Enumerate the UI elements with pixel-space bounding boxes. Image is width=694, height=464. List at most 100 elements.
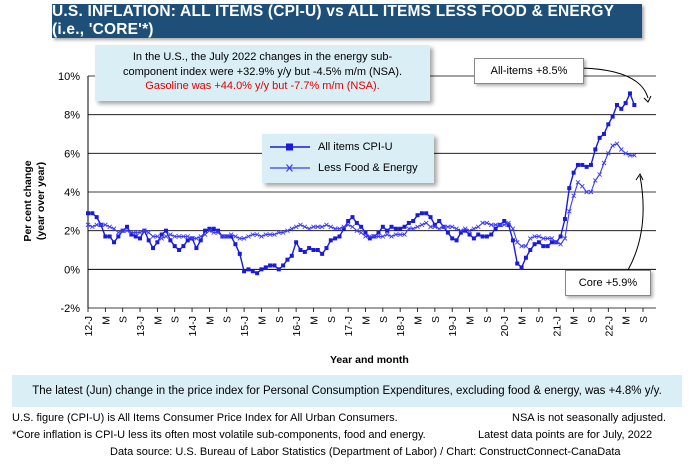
data-point-core — [545, 236, 550, 241]
data-point-core — [527, 236, 533, 241]
data-point-all-items — [125, 224, 130, 229]
footer-line-1-right: NSA is not seasonally adjusted. — [512, 412, 667, 424]
data-point-core — [467, 228, 472, 233]
x-tick-label: M — [517, 316, 529, 325]
chart-title-text: U.S. INFLATION: ALL ITEMS (CPI-U) vs ALL… — [52, 3, 614, 38]
data-point-core — [376, 234, 381, 239]
data-point-all-items — [320, 251, 325, 256]
pce-note-box: The latest (Jun) change in the price ind… — [12, 375, 682, 407]
data-point-all-items — [237, 251, 242, 256]
data-point-core — [384, 232, 390, 237]
data-point-core — [354, 228, 360, 233]
data-point-all-items — [90, 211, 95, 216]
x-tick-label: S — [482, 316, 494, 323]
core-arrow — [627, 175, 644, 271]
x-tick-label: 18-J — [395, 316, 407, 336]
data-point-all-items — [307, 246, 312, 251]
data-point-all-items — [133, 234, 138, 239]
data-point-all-items — [450, 236, 455, 241]
data-point-all-items — [432, 222, 437, 227]
x-tick-label: 14-J — [187, 316, 199, 336]
footer-line-2-left: *Core inflation is CPI-U less its often … — [12, 429, 426, 441]
data-point-all-items — [584, 164, 589, 169]
data-point-all-items — [276, 267, 281, 272]
data-point-core — [293, 224, 299, 230]
data-point-all-items — [389, 224, 394, 229]
data-point-all-items — [246, 267, 251, 272]
x-axis-label: Year and month — [330, 354, 409, 366]
data-point-core — [632, 152, 637, 158]
data-point-core — [129, 230, 134, 235]
grid-layer — [87, 75, 656, 309]
data-point-all-items — [294, 240, 299, 245]
data-point-core — [532, 234, 537, 239]
data-point-all-items — [445, 230, 450, 235]
x-tick-label: M — [308, 316, 320, 325]
x-tick-label: 16-J — [291, 316, 303, 336]
data-point-core — [601, 160, 607, 166]
data-point-core — [523, 243, 529, 249]
data-point-all-items — [454, 238, 459, 243]
data-point-core — [562, 236, 568, 241]
data-point-all-items — [610, 114, 615, 119]
data-point-all-items — [502, 219, 507, 223]
data-point-core — [159, 236, 165, 241]
data-point-all-items — [146, 238, 151, 243]
data-point-all-items — [172, 244, 177, 249]
data-point-core — [107, 224, 112, 230]
data-point-core — [350, 224, 355, 230]
data-point-core — [211, 230, 217, 235]
all-items-arrow — [581, 67, 649, 99]
chart-legend: All items CPI-U Less Food & Energy — [262, 134, 434, 183]
data-point-core — [194, 236, 199, 241]
data-point-all-items — [614, 103, 619, 107]
data-point-all-items — [311, 248, 316, 252]
data-point-core — [289, 226, 295, 232]
data-point-all-items — [632, 103, 637, 107]
data-point-core — [176, 234, 182, 239]
data-point-core — [519, 243, 524, 249]
pce-note-text: The latest (Jun) change in the price ind… — [32, 385, 662, 397]
data-point-core — [363, 234, 368, 239]
data-point-core — [319, 224, 325, 230]
data-point-all-items — [471, 236, 476, 241]
data-point-all-items — [259, 267, 264, 272]
data-point-all-items — [519, 265, 524, 270]
data-point-all-items — [411, 219, 416, 223]
data-point-core — [163, 234, 169, 239]
data-point-core — [428, 224, 433, 230]
data-point-core — [592, 178, 598, 183]
data-point-core — [540, 236, 546, 241]
data-point-core — [185, 234, 191, 239]
x-tick-label: 21-J — [551, 316, 563, 336]
x-tick-label: M — [465, 316, 477, 325]
x-tick-label: S — [378, 316, 390, 323]
data-point-core — [267, 232, 273, 237]
y-tick-label: 0% — [64, 264, 80, 276]
y-tick-label: 8% — [64, 110, 80, 122]
data-point-core — [94, 222, 99, 228]
x-tick-label: 12-J — [83, 316, 95, 336]
x-tick-label: 13-J — [135, 316, 147, 336]
data-point-all-items — [601, 132, 606, 136]
data-point-core — [571, 193, 576, 199]
data-point-core — [146, 230, 152, 235]
data-point-all-items — [268, 263, 273, 268]
data-point-all-items — [198, 238, 203, 243]
data-point-core — [614, 141, 620, 146]
chart-title: U.S. INFLATION: ALL ITEMS (CPI-U) vs ALL… — [52, 3, 642, 38]
data-point-core — [553, 239, 559, 245]
x-tick-label: M — [360, 316, 372, 325]
data-point-core — [133, 230, 139, 235]
data-point-core — [432, 224, 438, 230]
data-point-core — [142, 228, 147, 233]
data-point-core — [311, 224, 316, 230]
data-point-core — [358, 230, 364, 235]
legend-swatch-square-icon — [270, 143, 310, 151]
legend-swatch-x-icon — [270, 164, 310, 172]
data-point-core — [397, 232, 403, 237]
data-point-core — [588, 189, 594, 195]
data-point-all-items — [367, 236, 372, 241]
data-point-core — [579, 183, 585, 189]
